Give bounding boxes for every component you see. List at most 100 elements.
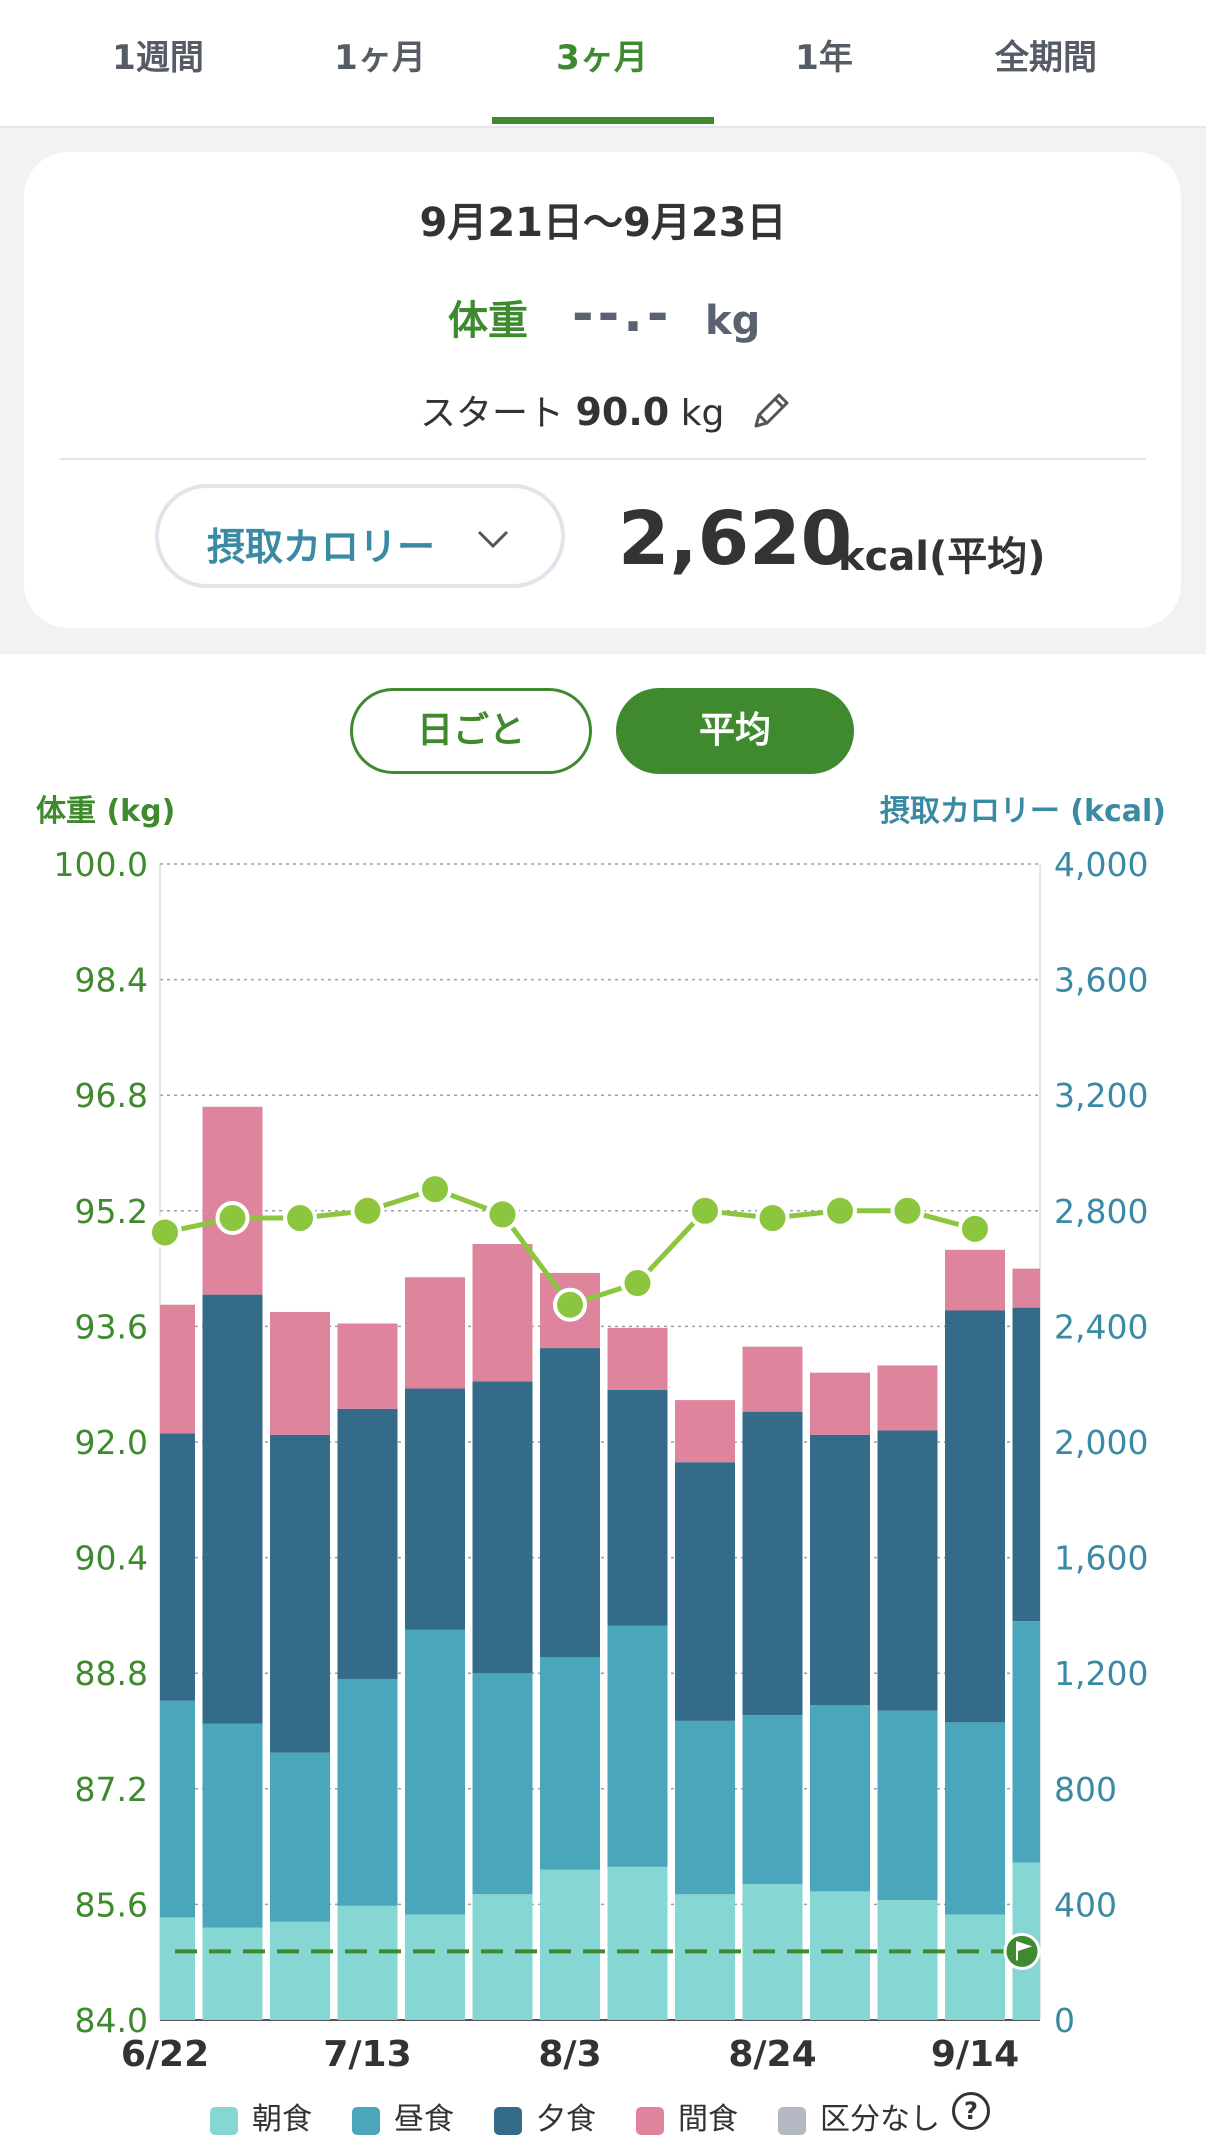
start-label: スタート [420,393,565,434]
weight-point [688,1193,722,1228]
average-button[interactable]: 平均 [616,688,854,774]
bar-lunch [270,1752,330,1922]
bar-snack [607,1327,668,1390]
tab-1-year[interactable]: 1年 [795,38,853,78]
legend-swatch-uncategorized [778,2106,806,2135]
bar-dinner [160,1433,195,1701]
help-icon[interactable]: ? [952,2092,990,2130]
legend-label-breakfast: 朝食 [252,2102,312,2137]
metric-dropdown[interactable]: 摂取カロリー [155,484,565,588]
metric-dropdown-label: 摂取カロリー [207,525,436,569]
calorie-tick-label: 1,600 [1054,1539,1148,1578]
bar-breakfast [270,1921,330,2020]
legend-item-uncategorized: 区分なし [778,2094,940,2138]
card-divider [60,458,1146,460]
bar-snack [810,1372,870,1435]
legend-label-lunch: 昼食 [394,2102,454,2137]
bar-breakfast [337,1905,398,2020]
calorie-tick-label: 400 [1054,1885,1117,1924]
legend-label-uncategorized: 区分なし [820,2102,940,2137]
x-tick-label: 8/3 [538,2034,601,2075]
calorie-tick-label: 3,600 [1054,961,1148,1000]
calorie-axis-title: 摂取カロリー (kcal) [879,794,1166,829]
bar-lunch [202,1723,263,1928]
weight-tick-label: 88.8 [75,1654,148,1693]
bar-lunch [1012,1621,1040,1863]
legend-swatch-lunch [352,2106,380,2135]
weight-point [283,1201,317,1236]
bar-lunch [337,1678,398,1906]
bar-breakfast [202,1927,263,2020]
bar-snack [877,1365,938,1431]
goal-flag-icon [1003,1932,1041,1970]
goal-flag-glyph [1016,1940,1033,1961]
bar-snack [405,1277,465,1389]
weight-point [823,1193,857,1228]
active-tab-indicator [492,117,714,124]
tab-1-month[interactable]: 1ヶ月 [334,38,426,78]
bar-lunch [540,1657,600,1870]
weight-tick-label: 98.4 [75,961,148,1000]
weight-unit: kg [705,298,761,344]
legend-item-dinner: 夕食 [494,2094,596,2138]
weight-tick-label: 84.0 [75,2001,148,2040]
bar-lunch [405,1629,465,1915]
calorie-tick-label: 1,200 [1054,1654,1148,1693]
bar-dinner [270,1434,330,1753]
weight-point [350,1193,385,1228]
bar-lunch [472,1673,533,1895]
weight-point [620,1266,655,1301]
bar-dinner [810,1434,870,1705]
weight-tick-label: 93.6 [75,1307,148,1346]
bar-breakfast [405,1914,465,2020]
weight-tick-label: 90.4 [75,1539,148,1578]
calorie-tick-label: 4,000 [1054,845,1148,884]
bar-breakfast [160,1917,195,2020]
legend-item-breakfast: 朝食 [210,2094,312,2138]
bar-lunch [945,1722,1005,1915]
daily-button[interactable]: 日ごと [350,688,592,774]
bar-dinner [742,1411,803,1716]
calorie-average-value: 2,620 [618,496,853,582]
calorie-average-unit: kcal(平均) [838,534,1046,580]
bar-dinner [540,1348,600,1658]
x-tick-label: 6/22 [121,2034,209,2075]
weight-point [755,1201,790,1236]
tab-3-months[interactable]: 3ヶ月 [556,38,648,78]
weight-tick-label: 100.0 [54,845,148,884]
weight-value: --.- [572,284,673,344]
calorie-tick-label: 0 [1054,2001,1075,2040]
bar-snack [270,1311,330,1435]
bar-dinner [945,1310,1005,1723]
weight-axis-title: 体重 (kg) [36,794,176,829]
weight-point [958,1211,992,1246]
calorie-tick-label: 800 [1054,1770,1117,1809]
x-tick-label: 8/24 [728,2034,816,2075]
bar-breakfast [607,1866,668,2020]
bar-dinner [607,1389,668,1626]
bar-snack [472,1244,533,1382]
weight-point [890,1193,925,1228]
legend-item-lunch: 昼食 [352,2094,454,2138]
bar-dinner [877,1430,938,1711]
bar-snack [1012,1268,1040,1308]
calorie-tick-label: 2,400 [1054,1307,1148,1346]
calorie-tick-label: 2,800 [1054,1192,1148,1231]
calorie-tick-label: 3,200 [1054,1076,1148,1115]
bar-lunch [877,1710,938,1901]
bar-snack [337,1323,398,1409]
bar-snack [945,1249,1005,1311]
bar-dinner [405,1388,465,1630]
bar-snack [742,1346,803,1412]
weight-point [418,1172,452,1207]
bar-lunch [742,1715,803,1885]
start-weight-row[interactable]: スタート 90.0 kg [420,384,796,445]
bar-breakfast [675,1894,735,2020]
legend-item-snack: 間食 [636,2094,738,2138]
legend-swatch-dinner [494,2106,522,2135]
weight-point [215,1201,250,1236]
tab-all-time[interactable]: 全期間 [995,38,1097,78]
bar-dinner [1012,1307,1040,1622]
tab-1-week[interactable]: 1週間 [112,38,204,78]
pencil-icon[interactable] [746,386,796,445]
